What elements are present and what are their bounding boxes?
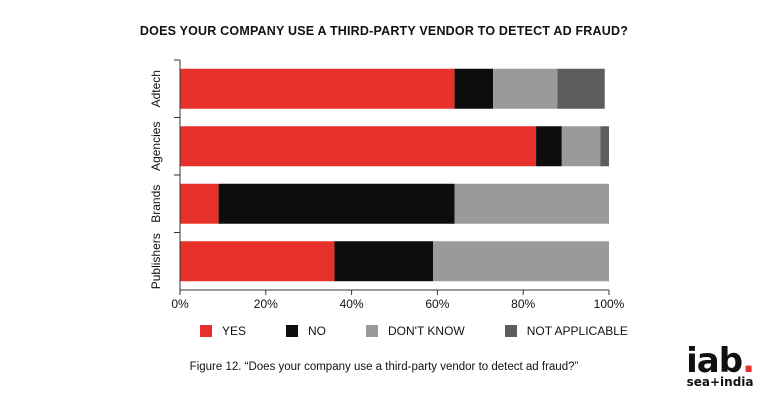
legend-swatch	[504, 325, 517, 337]
stacked-bar-chart: Adtech Agencies Brands Publishers 0% 20% 40% 60…	[149, 59, 625, 311]
x-tick-label: 20%	[254, 297, 278, 311]
bar-adtech-yes	[180, 68, 455, 109]
legend-item-not-applicable: NOT APPLICABLE	[504, 324, 628, 338]
legend-label: NO	[308, 324, 327, 338]
x-tick-label: 0%	[171, 297, 189, 311]
legend-swatch	[286, 325, 299, 337]
legend: YES NO DON'T KNOW NOT APPLICABLE	[200, 324, 668, 338]
legend-label: YES	[222, 324, 247, 338]
bar-publishers-no	[334, 241, 434, 282]
x-tick-label: 100%	[594, 297, 625, 311]
category-label-publishers: Publishers	[149, 233, 163, 289]
bar-publishers-don-t-know	[433, 241, 609, 282]
iab-logo: iab. sea+india	[686, 341, 755, 389]
legend-item-don-t-know: DON'T KNOW	[366, 324, 465, 338]
bar-brands-don-t-know	[454, 183, 609, 224]
bar-publishers-yes	[180, 241, 335, 282]
bar-brands-no	[218, 183, 455, 224]
bar-adtech-no	[454, 68, 494, 109]
legend-label: DON'T KNOW	[388, 324, 465, 338]
bar-agencies-yes	[180, 126, 537, 167]
bar-brands-yes	[180, 183, 219, 224]
chart-title: DOES YOUR COMPANY USE A THIRD-PARTY VEND…	[139, 24, 629, 38]
x-tick-label: 40%	[340, 297, 364, 311]
x-tick-label: 80%	[511, 297, 535, 311]
category-label-agencies: Agencies	[149, 122, 163, 171]
figure-caption: Figure 12. “Does your company use a thir…	[189, 361, 579, 373]
bar-adtech-not-applicable	[557, 68, 605, 109]
bar-agencies-don-t-know	[561, 126, 601, 167]
category-label-brands: Brands	[149, 185, 163, 223]
x-tick-label: 60%	[425, 297, 449, 311]
axes-group: Adtech Agencies Brands Publishers 0% 20% 40% 60…	[149, 59, 625, 311]
legend-item-yes: YES	[200, 324, 246, 338]
category-label-adtech: Adtech	[149, 70, 163, 107]
legend-item-no: NO	[286, 324, 326, 338]
legend-label: NOT APPLICABLE	[526, 324, 628, 338]
bars-group	[180, 68, 609, 282]
bar-agencies-no	[536, 126, 562, 167]
legend-swatch	[200, 325, 212, 337]
bar-agencies-not-applicable	[600, 126, 609, 167]
legend-swatch	[366, 325, 379, 337]
bar-adtech-don-t-know	[493, 68, 558, 109]
